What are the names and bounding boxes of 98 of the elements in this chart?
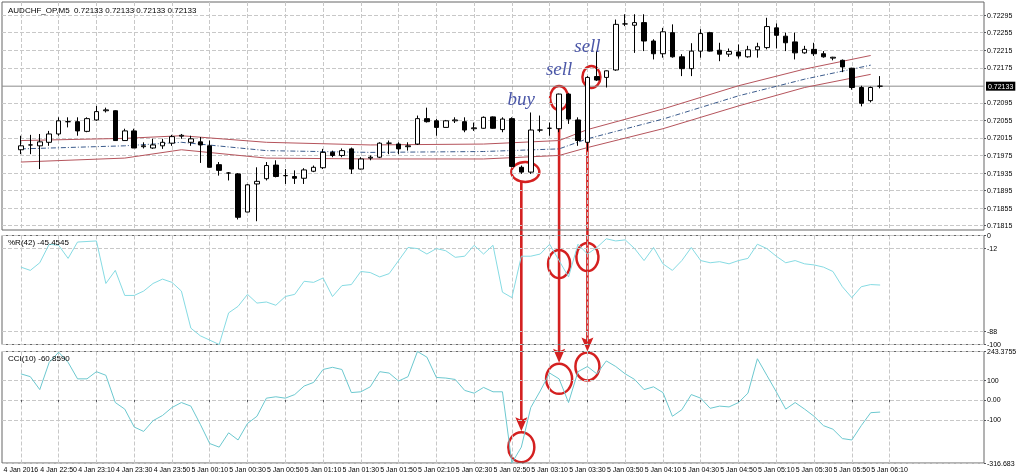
candlestick — [339, 147, 345, 158]
candlestick — [792, 32, 798, 60]
candlestick — [490, 115, 496, 130]
candlestick — [452, 116, 458, 124]
candlestick — [509, 116, 515, 168]
candlestick — [764, 17, 770, 50]
candlestick — [349, 147, 354, 175]
candlestick — [604, 69, 609, 88]
candlestick — [207, 140, 212, 168]
candlestick — [368, 154, 373, 161]
candlestick — [283, 168, 288, 185]
candlestick — [868, 86, 873, 103]
candlestick — [330, 150, 335, 158]
candlestick — [169, 134, 175, 147]
candlestick — [273, 159, 279, 178]
candlestick — [179, 133, 184, 140]
candlestick — [500, 116, 505, 133]
candlestick — [131, 128, 137, 149]
candlestick — [641, 13, 647, 52]
candlestick — [622, 13, 628, 27]
candlestick — [75, 116, 80, 137]
candlestick — [150, 138, 156, 150]
candlestick — [320, 148, 326, 170]
candlestick — [443, 119, 449, 128]
candlestick — [37, 133, 43, 170]
candlestick — [396, 141, 401, 155]
annotation: buy — [507, 87, 536, 109]
candlestick — [292, 169, 297, 185]
candlestick — [717, 42, 722, 62]
candlestick — [566, 92, 571, 125]
candlestick — [840, 58, 845, 73]
candlestick — [18, 135, 24, 155]
candlestick — [471, 122, 477, 132]
candlestick — [613, 19, 619, 72]
candlestick — [46, 130, 52, 147]
candlestick — [405, 141, 411, 152]
candlestick — [462, 116, 467, 133]
candlestick — [670, 23, 675, 59]
candlestick — [849, 67, 855, 91]
candlestick — [188, 135, 194, 147]
candlestick — [264, 161, 269, 181]
chart-title: %R(42) -45.4545 — [8, 237, 70, 247]
candlestick — [698, 28, 703, 59]
candlestick — [774, 22, 779, 49]
candlestick — [528, 111, 534, 175]
chart-title: AUDCHF_OP,M5 0.72133 0.72133 0.72133 0.72133 — [8, 5, 197, 15]
candlestick — [245, 183, 250, 213]
candlestick — [594, 50, 600, 82]
candlestick — [56, 116, 61, 137]
line-series — [20, 54, 872, 146]
candlestick — [651, 38, 656, 60]
chart-title: CCI(10) -60.8590 — [8, 353, 71, 363]
candlestick — [28, 134, 33, 155]
candlestick — [122, 128, 128, 142]
candlestick — [726, 47, 732, 58]
candlestick — [235, 172, 241, 220]
candlestick — [537, 115, 543, 133]
candlestick — [254, 166, 260, 222]
candlestick — [386, 140, 392, 155]
candlestick — [755, 42, 760, 59]
candlestick — [830, 56, 836, 61]
candlestick — [160, 138, 165, 150]
candlestick — [113, 109, 118, 142]
candlestick — [94, 105, 99, 122]
candlestick — [859, 85, 864, 107]
candlestick — [301, 167, 307, 185]
candlestick — [434, 118, 439, 137]
candlestick — [216, 161, 222, 177]
annotation: sell — [545, 57, 573, 79]
line-series — [20, 73, 872, 163]
candlestick — [707, 31, 713, 53]
candlestick — [519, 165, 524, 175]
candlestick — [547, 122, 552, 137]
candlestick — [736, 44, 741, 60]
candlestick — [358, 156, 364, 170]
candlestick — [811, 42, 817, 57]
candlestick — [575, 116, 581, 147]
candlestick — [802, 45, 807, 55]
candlestick — [198, 136, 203, 164]
candlestick — [689, 42, 694, 77]
candlestick — [632, 13, 637, 54]
annotation: sell — [574, 34, 601, 56]
candlestick — [745, 45, 751, 59]
candlestick — [783, 32, 788, 52]
candlestick — [877, 75, 883, 89]
candlestick — [821, 50, 826, 59]
candlestick — [377, 141, 382, 159]
candlestick — [311, 165, 316, 173]
candlestick — [65, 116, 71, 128]
candlestick — [679, 53, 685, 77]
candlestick — [481, 115, 486, 130]
candlestick — [556, 93, 562, 133]
candlestick — [424, 107, 430, 124]
candlestick — [141, 141, 146, 149]
candlestick — [103, 107, 109, 113]
candlestick — [415, 115, 420, 146]
candlestick — [84, 116, 90, 133]
candlestick — [660, 27, 666, 59]
